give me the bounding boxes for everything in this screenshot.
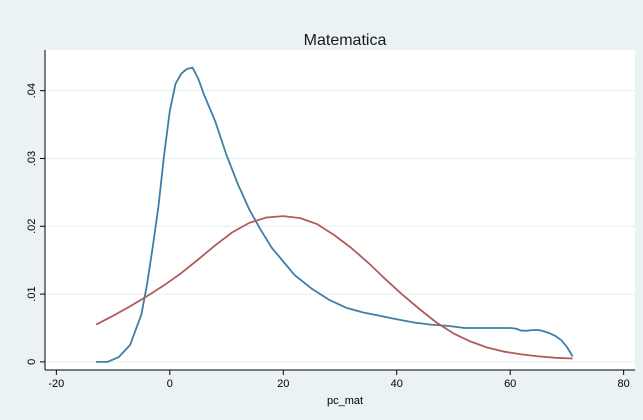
x-tick-label: 20 [277, 378, 289, 390]
y-tick-label: .04 [26, 83, 38, 98]
series-group [95, 66, 574, 363]
y-tick-label: .03 [26, 151, 38, 166]
x-axis-title: pc_mat [327, 395, 363, 407]
series-line-2 [95, 215, 573, 360]
y-tick-label: .01 [26, 286, 38, 301]
x-tick-label: -20 [48, 378, 64, 390]
gridlines [45, 90, 635, 363]
plot-area [45, 50, 635, 370]
y-tick-label: .02 [26, 219, 38, 234]
series-line-1 [96, 66, 574, 363]
x-tick-label: 80 [618, 378, 630, 390]
chart-title: Matematica [304, 32, 387, 49]
x-tick-label: 40 [391, 378, 403, 390]
y-tick-label: 0 [26, 359, 38, 365]
axes: 0 .01 .02 .03 .04 -20 0 20 40 60 80 [26, 50, 635, 390]
x-tick-label: 0 [167, 378, 173, 390]
x-tick-label: 60 [504, 378, 516, 390]
